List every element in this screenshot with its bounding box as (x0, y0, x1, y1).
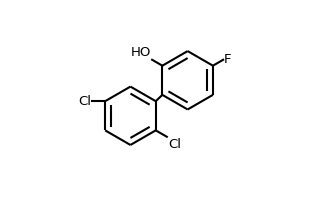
Text: Cl: Cl (168, 138, 181, 151)
Text: HO: HO (131, 46, 151, 59)
Text: F: F (224, 53, 232, 66)
Text: Cl: Cl (78, 95, 91, 108)
